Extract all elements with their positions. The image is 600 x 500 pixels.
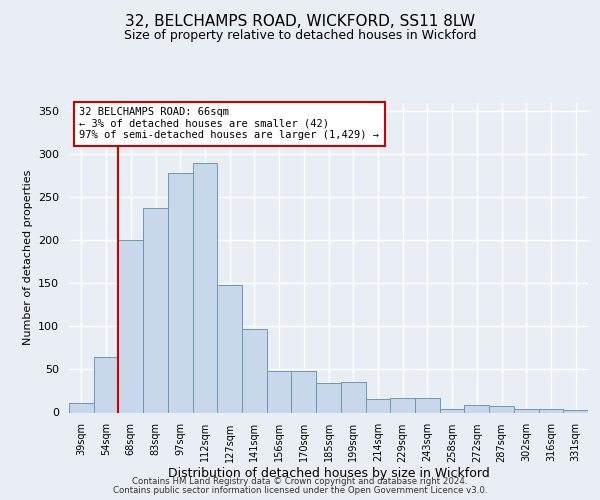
Bar (316, 383, 341, 412)
Bar (193, 163, 217, 412)
Text: 32, BELCHAMPS ROAD, WICKFORD, SS11 8LW: 32, BELCHAMPS ROAD, WICKFORD, SS11 8LW (125, 14, 475, 29)
Bar (514, 409, 539, 412)
Y-axis label: Number of detached properties: Number of detached properties (23, 170, 32, 345)
Bar (489, 406, 514, 412)
Bar (440, 409, 464, 412)
Bar (563, 410, 588, 412)
Text: Contains public sector information licensed under the Open Government Licence v3: Contains public sector information licen… (113, 486, 487, 495)
Bar (94, 356, 118, 412)
Bar (464, 405, 489, 412)
X-axis label: Distribution of detached houses by size in Wickford: Distribution of detached houses by size … (167, 468, 490, 480)
Text: Size of property relative to detached houses in Wickford: Size of property relative to detached ho… (124, 29, 476, 42)
Bar (118, 240, 143, 412)
Bar (390, 398, 415, 412)
Bar (242, 329, 267, 412)
Text: 32 BELCHAMPS ROAD: 66sqm
← 3% of detached houses are smaller (42)
97% of semi-de: 32 BELCHAMPS ROAD: 66sqm ← 3% of detache… (79, 107, 379, 140)
Bar (292, 371, 316, 412)
Bar (365, 398, 390, 412)
Bar (415, 398, 440, 412)
Bar (341, 382, 365, 412)
Bar (168, 173, 193, 412)
Bar (217, 285, 242, 412)
Bar (539, 409, 563, 412)
Text: Contains HM Land Registry data © Crown copyright and database right 2024.: Contains HM Land Registry data © Crown c… (132, 477, 468, 486)
Bar (267, 371, 292, 412)
Bar (69, 403, 94, 412)
Bar (143, 208, 168, 412)
